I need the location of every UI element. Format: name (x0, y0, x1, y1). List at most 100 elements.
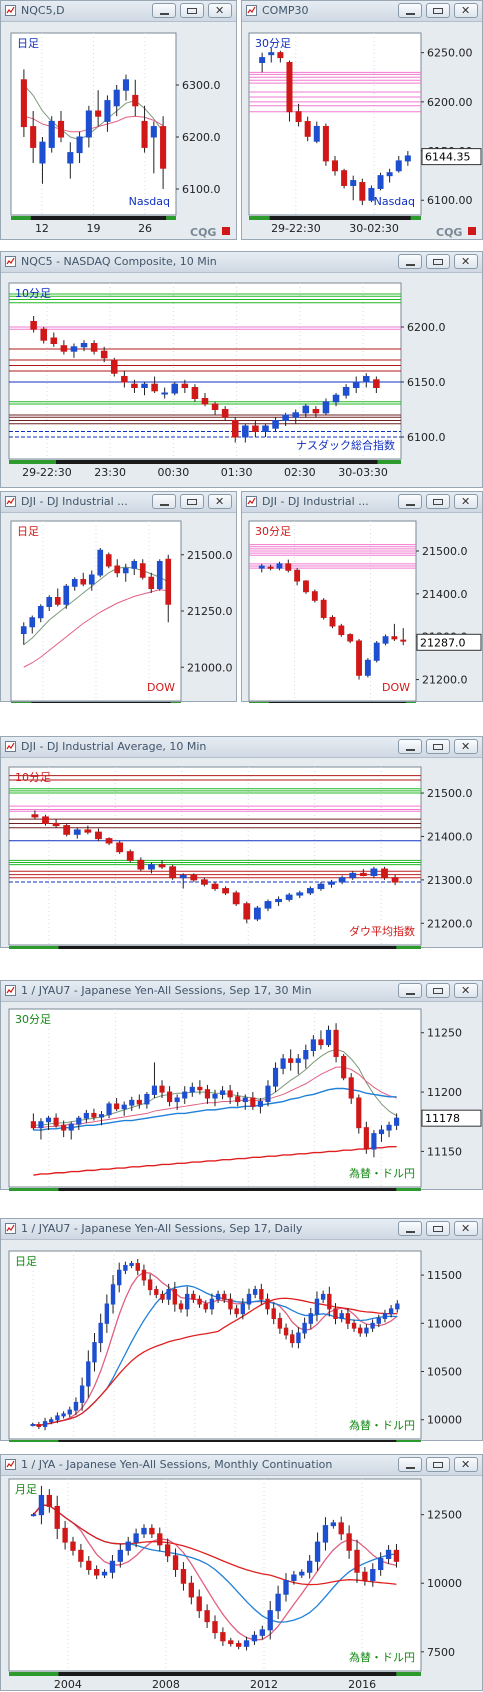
close-button[interactable]: ✕ (454, 739, 478, 754)
maximize-button[interactable] (426, 1221, 450, 1236)
candle (97, 548, 104, 578)
title-bar[interactable]: 1 / JYA - Japanese Yen-All Sessions, Mon… (1, 1455, 482, 1476)
candle (141, 105, 148, 153)
plot-area[interactable] (8, 766, 422, 946)
minimize-button[interactable] (398, 494, 422, 509)
window-title: COMP30 (262, 4, 309, 17)
close-button[interactable]: ✕ (454, 1457, 478, 1472)
moving-average-fast (23, 84, 164, 141)
candle (61, 1120, 67, 1138)
candle (166, 1283, 171, 1305)
close-button[interactable]: ✕ (454, 1221, 478, 1236)
moving-average-mid (23, 115, 164, 133)
maximize-button[interactable] (180, 3, 204, 18)
maximize-button[interactable] (426, 983, 450, 998)
title-bar[interactable]: NQC5,D ✕ (1, 1, 236, 22)
moving-average-30 (32, 1297, 398, 1427)
candle (109, 1554, 116, 1579)
candle (348, 1073, 354, 1104)
candle (253, 905, 261, 922)
plot-area[interactable] (248, 32, 422, 216)
candle (339, 1309, 344, 1323)
minimize-button[interactable] (398, 1221, 422, 1236)
candle (268, 47, 275, 63)
close-button[interactable]: ✕ (454, 254, 478, 269)
minimize-button[interactable] (398, 983, 422, 998)
candle (313, 121, 320, 144)
time-strip-end (166, 216, 176, 220)
candle (265, 1293, 270, 1315)
candle (378, 1125, 385, 1142)
title-bar[interactable]: COMP30 ✕ (242, 1, 482, 22)
y-tick-label: 21200.0 (427, 917, 473, 930)
close-button[interactable]: ✕ (454, 494, 478, 509)
minimize-button[interactable] (152, 3, 176, 18)
minimize-button[interactable] (152, 494, 176, 509)
close-button[interactable]: ✕ (208, 494, 232, 509)
candle (158, 860, 166, 870)
maximize-button[interactable] (426, 1457, 450, 1472)
plot-area[interactable] (248, 520, 417, 702)
maximize-button[interactable] (180, 494, 204, 509)
time-strip-start (9, 946, 59, 949)
timeframe-label: 30分足 (255, 37, 291, 50)
candle (320, 598, 327, 620)
cqg-logo-mark (222, 227, 230, 235)
maximize-button[interactable] (426, 3, 450, 18)
candle (257, 1098, 263, 1114)
candle (92, 1332, 97, 1372)
close-button[interactable]: ✕ (454, 3, 478, 18)
time-strip (249, 216, 421, 220)
candle (204, 1604, 210, 1628)
candle (267, 1601, 273, 1640)
minimize-button[interactable] (398, 254, 422, 269)
candle (67, 1406, 72, 1418)
candle (151, 376, 158, 393)
candle (171, 382, 179, 396)
candle (121, 371, 128, 388)
instrument-label: DOW (382, 681, 410, 694)
candle (234, 1305, 239, 1318)
candle (325, 1025, 332, 1047)
title-bar[interactable]: DJI - DJ Industrial Average, 10 Min ✕ (1, 737, 482, 758)
candle (133, 1528, 139, 1548)
candle (46, 595, 53, 611)
minimize-button[interactable] (398, 739, 422, 754)
candle (189, 1082, 195, 1097)
maximize-button[interactable] (426, 254, 450, 269)
timeframe-label: 日足 (15, 1255, 37, 1268)
close-button[interactable]: ✕ (208, 3, 232, 18)
candle (88, 570, 95, 591)
candle (373, 641, 380, 663)
minimize-button[interactable] (398, 3, 422, 18)
candle (222, 1290, 227, 1304)
title-bar[interactable]: NQC5 - NASDAQ Composite, 10 Min ✕ (1, 252, 482, 273)
time-strip (9, 1188, 421, 1191)
candle (122, 74, 130, 101)
candle (341, 1054, 347, 1081)
chart-window-icon (5, 496, 16, 507)
candle (42, 1417, 48, 1431)
plot-area[interactable] (10, 32, 177, 216)
window-title: 1 / JYAU7 - Japanese Yen-All Sessions, S… (21, 1222, 303, 1235)
y-tick-label: 11500 (427, 1269, 462, 1282)
candle (395, 155, 402, 173)
time-strip (9, 1672, 421, 1676)
candle (303, 580, 309, 594)
candle (131, 379, 138, 393)
title-bar[interactable]: 1 / JYAU7 - Japanese Yen-All Sessions, S… (1, 981, 482, 1002)
plot-area[interactable] (8, 1478, 422, 1672)
minimize-button[interactable] (398, 1457, 422, 1472)
title-bar[interactable]: DJI - DJ Industrial ... ✕ (1, 492, 236, 513)
candle (45, 1115, 52, 1131)
candle (308, 1307, 313, 1330)
title-bar[interactable]: 1 / JYAU7 - Japanese Yen-All Sessions, S… (1, 1219, 482, 1240)
close-button[interactable]: ✕ (454, 983, 478, 998)
candle (329, 615, 336, 629)
title-bar[interactable]: DJI - DJ Industrial ... ✕ (242, 492, 482, 513)
candle (354, 1539, 360, 1583)
timeframe-label: 日足 (17, 37, 39, 50)
candle (63, 584, 70, 609)
maximize-button[interactable] (426, 494, 450, 509)
maximize-button[interactable] (426, 739, 450, 754)
